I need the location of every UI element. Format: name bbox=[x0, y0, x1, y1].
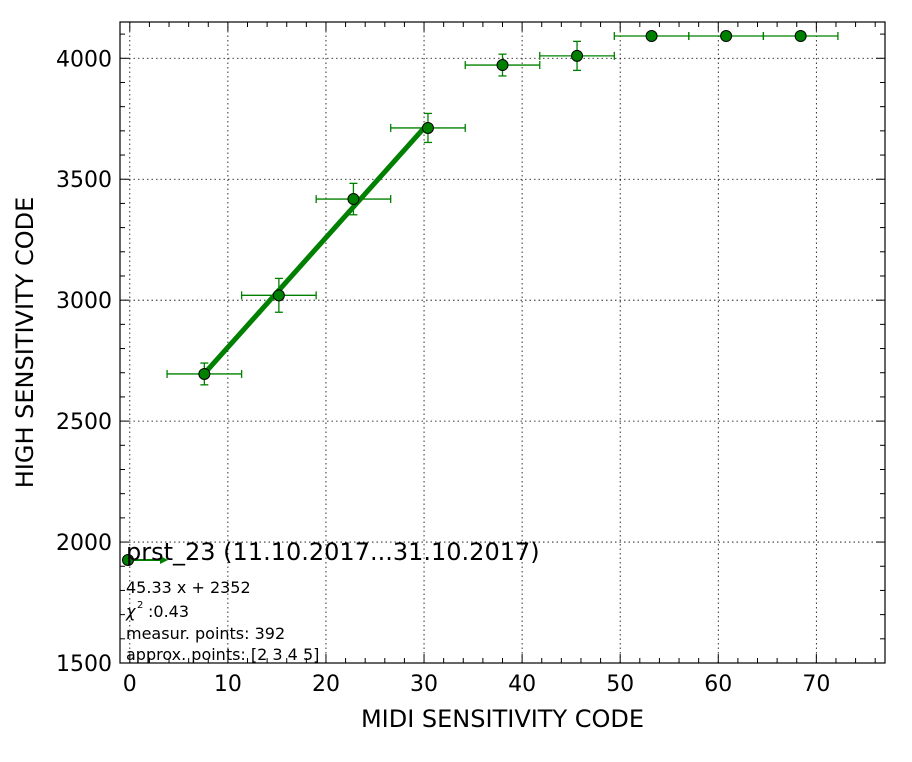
y-tick-label: 4000 bbox=[56, 47, 112, 72]
x-axis-label: MIDI SENSITIVITY CODE bbox=[361, 705, 644, 733]
chi-symbol: χ bbox=[125, 602, 136, 621]
data-point bbox=[645, 30, 658, 43]
y-tick-label: 3000 bbox=[56, 289, 112, 314]
y-tick-label: 2500 bbox=[56, 410, 112, 435]
legend-chi-value: :0.43 bbox=[148, 602, 189, 621]
data-point-group bbox=[166, 362, 243, 386]
y-axis-label: HIGH SENSITIVITY CODE bbox=[11, 197, 39, 489]
data-point bbox=[198, 367, 211, 380]
x-tick-label: 50 bbox=[606, 672, 634, 697]
axis-ticks: 0 10 20 30 40 50 60 70 1500 2000 2500 3000 3500 4000 bbox=[56, 22, 885, 697]
legend-title: prst_23 (11.10.2017...31.10.2017) bbox=[126, 538, 540, 566]
legend-marker bbox=[122, 554, 134, 566]
legend-equation: 45.33 x + 2352 bbox=[126, 578, 251, 597]
data-point bbox=[720, 30, 733, 43]
x-tick-label: 20 bbox=[312, 672, 340, 697]
x-tick-label: 30 bbox=[410, 672, 438, 697]
data-point bbox=[421, 121, 434, 134]
chi-superscript: 2 bbox=[137, 600, 143, 611]
x-tick-label: 70 bbox=[802, 672, 830, 697]
x-tick-label: 40 bbox=[508, 672, 536, 697]
data-points bbox=[166, 30, 839, 386]
data-point-group bbox=[613, 30, 690, 43]
legend-arrow bbox=[160, 556, 168, 564]
legend-approx-points: approx. points: [2 3 4 5] bbox=[126, 645, 319, 664]
y-tick-label: 2000 bbox=[56, 531, 112, 556]
legend-chi-squared: χ 2 :0.43 bbox=[125, 600, 189, 621]
data-point-group bbox=[315, 182, 392, 216]
x-tick-label: 60 bbox=[704, 672, 732, 697]
y-tick-label: 3500 bbox=[56, 168, 112, 193]
data-point-group bbox=[539, 40, 615, 72]
x-tick-label: 10 bbox=[214, 672, 242, 697]
data-point bbox=[794, 30, 807, 43]
y-tick-label: 1500 bbox=[56, 652, 112, 677]
legend-measur-points: measur. points: 392 bbox=[126, 624, 285, 643]
data-point bbox=[272, 289, 285, 302]
x-tick-label: 0 bbox=[123, 672, 137, 697]
data-point bbox=[347, 193, 360, 206]
data-point bbox=[571, 49, 584, 62]
fit-line bbox=[202, 121, 430, 376]
data-point-group bbox=[762, 30, 839, 43]
data-point bbox=[496, 59, 509, 72]
data-point-group bbox=[390, 112, 466, 144]
data-point-group bbox=[240, 277, 317, 313]
data-point-group bbox=[464, 53, 541, 77]
fit-line-group bbox=[202, 121, 430, 376]
data-point-group bbox=[688, 30, 765, 43]
legend: prst_23 (11.10.2017...31.10.2017) 45.33 … bbox=[122, 538, 540, 664]
